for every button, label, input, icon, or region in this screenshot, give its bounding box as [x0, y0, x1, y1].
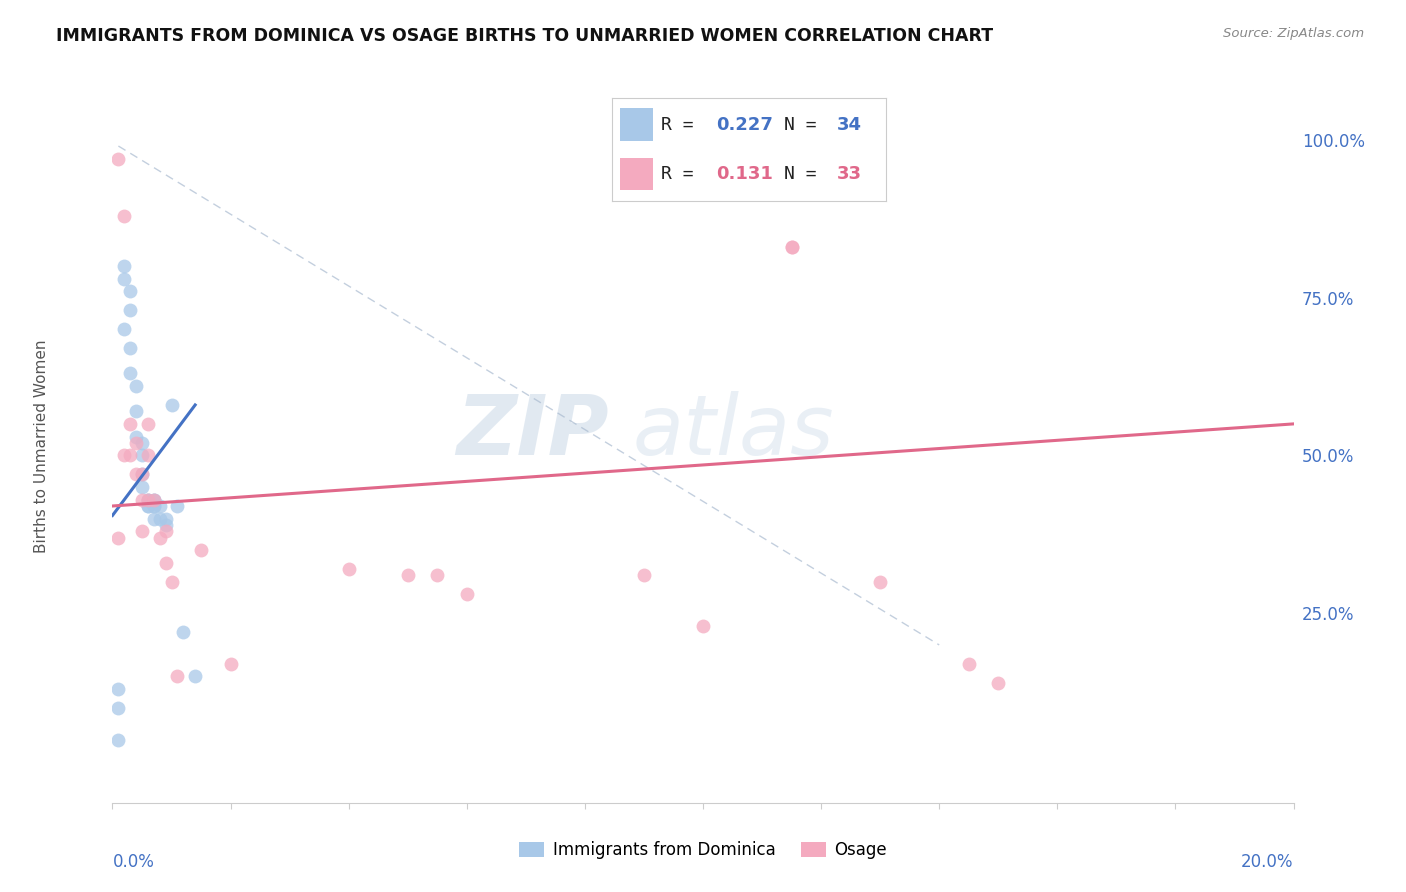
Point [131, 524, 153, 539]
Point [149, 499, 172, 513]
Bar [620, 108, 652, 141]
Point [112, 259, 135, 273]
Point [120, 285, 142, 299]
Point [131, 492, 153, 507]
Point [120, 417, 142, 431]
Point [142, 499, 165, 513]
Text: ZIP: ZIP [456, 392, 609, 472]
Point [142, 499, 165, 513]
Point [131, 449, 153, 463]
Point [692, 619, 714, 633]
Point [131, 467, 153, 482]
Point [107, 732, 129, 747]
Point [149, 511, 172, 525]
Point [107, 531, 129, 545]
Point [125, 404, 148, 418]
Point [957, 657, 980, 671]
Point [136, 417, 159, 431]
Point [456, 587, 478, 601]
Point [125, 379, 148, 393]
Point [142, 492, 165, 507]
Point [155, 511, 177, 525]
Point [131, 435, 153, 450]
Point [166, 669, 188, 683]
Point [780, 240, 803, 254]
Text: N =: N = [785, 116, 828, 134]
Point [155, 556, 177, 570]
Point [112, 322, 135, 336]
Point [166, 499, 188, 513]
Point [142, 492, 165, 507]
Text: 34: 34 [837, 116, 862, 134]
Bar [620, 158, 652, 190]
Point [987, 675, 1010, 690]
Point [125, 435, 148, 450]
Point [142, 511, 165, 525]
Point [172, 625, 194, 640]
Text: 0.227: 0.227 [716, 116, 773, 134]
Point [160, 574, 183, 589]
Point [869, 574, 891, 589]
Point [136, 499, 159, 513]
Point [219, 657, 242, 671]
Point [190, 543, 212, 558]
Point [125, 467, 148, 482]
Point [142, 492, 165, 507]
Text: 0.131: 0.131 [716, 165, 773, 183]
Text: R =: R = [661, 116, 704, 134]
Text: IMMIGRANTS FROM DOMINICA VS OSAGE BIRTHS TO UNMARRIED WOMEN CORRELATION CHART: IMMIGRANTS FROM DOMINICA VS OSAGE BIRTHS… [56, 27, 994, 45]
Text: Source: ZipAtlas.com: Source: ZipAtlas.com [1223, 27, 1364, 40]
Point [120, 449, 142, 463]
Text: 33: 33 [837, 165, 862, 183]
Point [112, 271, 135, 285]
Point [136, 492, 159, 507]
Point [120, 341, 142, 355]
Point [149, 531, 172, 545]
Point [155, 517, 177, 532]
Point [337, 562, 360, 576]
Text: 20.0%: 20.0% [1241, 853, 1294, 871]
Point [107, 682, 129, 697]
Point [136, 492, 159, 507]
Point [426, 568, 449, 582]
Point [120, 367, 142, 381]
Point [136, 492, 159, 507]
Point [120, 303, 142, 318]
Text: 0.0%: 0.0% [112, 853, 155, 871]
Point [160, 398, 183, 412]
Point [125, 429, 148, 443]
Text: atlas: atlas [633, 392, 834, 472]
Point [107, 701, 129, 715]
Point [112, 209, 135, 223]
Point [780, 240, 803, 254]
Point [396, 568, 419, 582]
Point [131, 467, 153, 482]
Point [107, 152, 129, 166]
Point [184, 669, 207, 683]
Text: N =: N = [785, 165, 828, 183]
Text: Births to Unmarried Women: Births to Unmarried Women [34, 339, 49, 553]
Point [136, 449, 159, 463]
Text: R =: R = [661, 165, 716, 183]
Point [112, 449, 135, 463]
Point [155, 524, 177, 539]
Point [136, 499, 159, 513]
Point [131, 480, 153, 494]
Point [633, 568, 655, 582]
Legend: Immigrants from Dominica, Osage: Immigrants from Dominica, Osage [513, 835, 893, 866]
